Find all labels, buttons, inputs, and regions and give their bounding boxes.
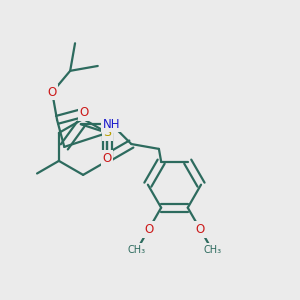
Text: O: O	[103, 152, 112, 164]
Text: O: O	[144, 223, 153, 236]
Text: O: O	[196, 223, 205, 236]
Text: CH₃: CH₃	[128, 245, 146, 255]
Text: S: S	[103, 126, 111, 140]
Text: NH: NH	[103, 118, 120, 131]
Text: CH₃: CH₃	[203, 245, 221, 255]
Text: O: O	[80, 106, 89, 119]
Text: O: O	[48, 86, 57, 99]
